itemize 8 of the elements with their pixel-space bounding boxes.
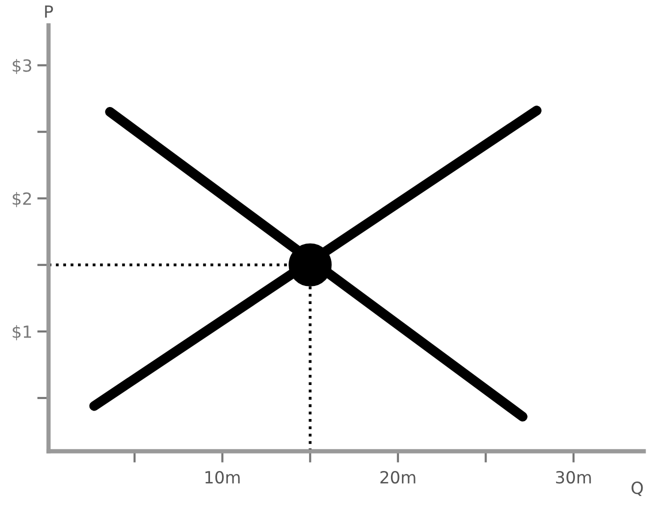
x-tick-label: 20m	[380, 470, 416, 484]
y-tick-label: $3	[12, 58, 32, 74]
x-axis-title: Q	[632, 482, 643, 496]
x-tick-label: 10m	[205, 470, 240, 484]
y-axis-title: P	[45, 5, 53, 18]
y-tick-label: $1	[12, 325, 32, 340]
x-tick-label: 30m	[556, 470, 591, 484]
y-tick-label: $2	[12, 192, 31, 208]
